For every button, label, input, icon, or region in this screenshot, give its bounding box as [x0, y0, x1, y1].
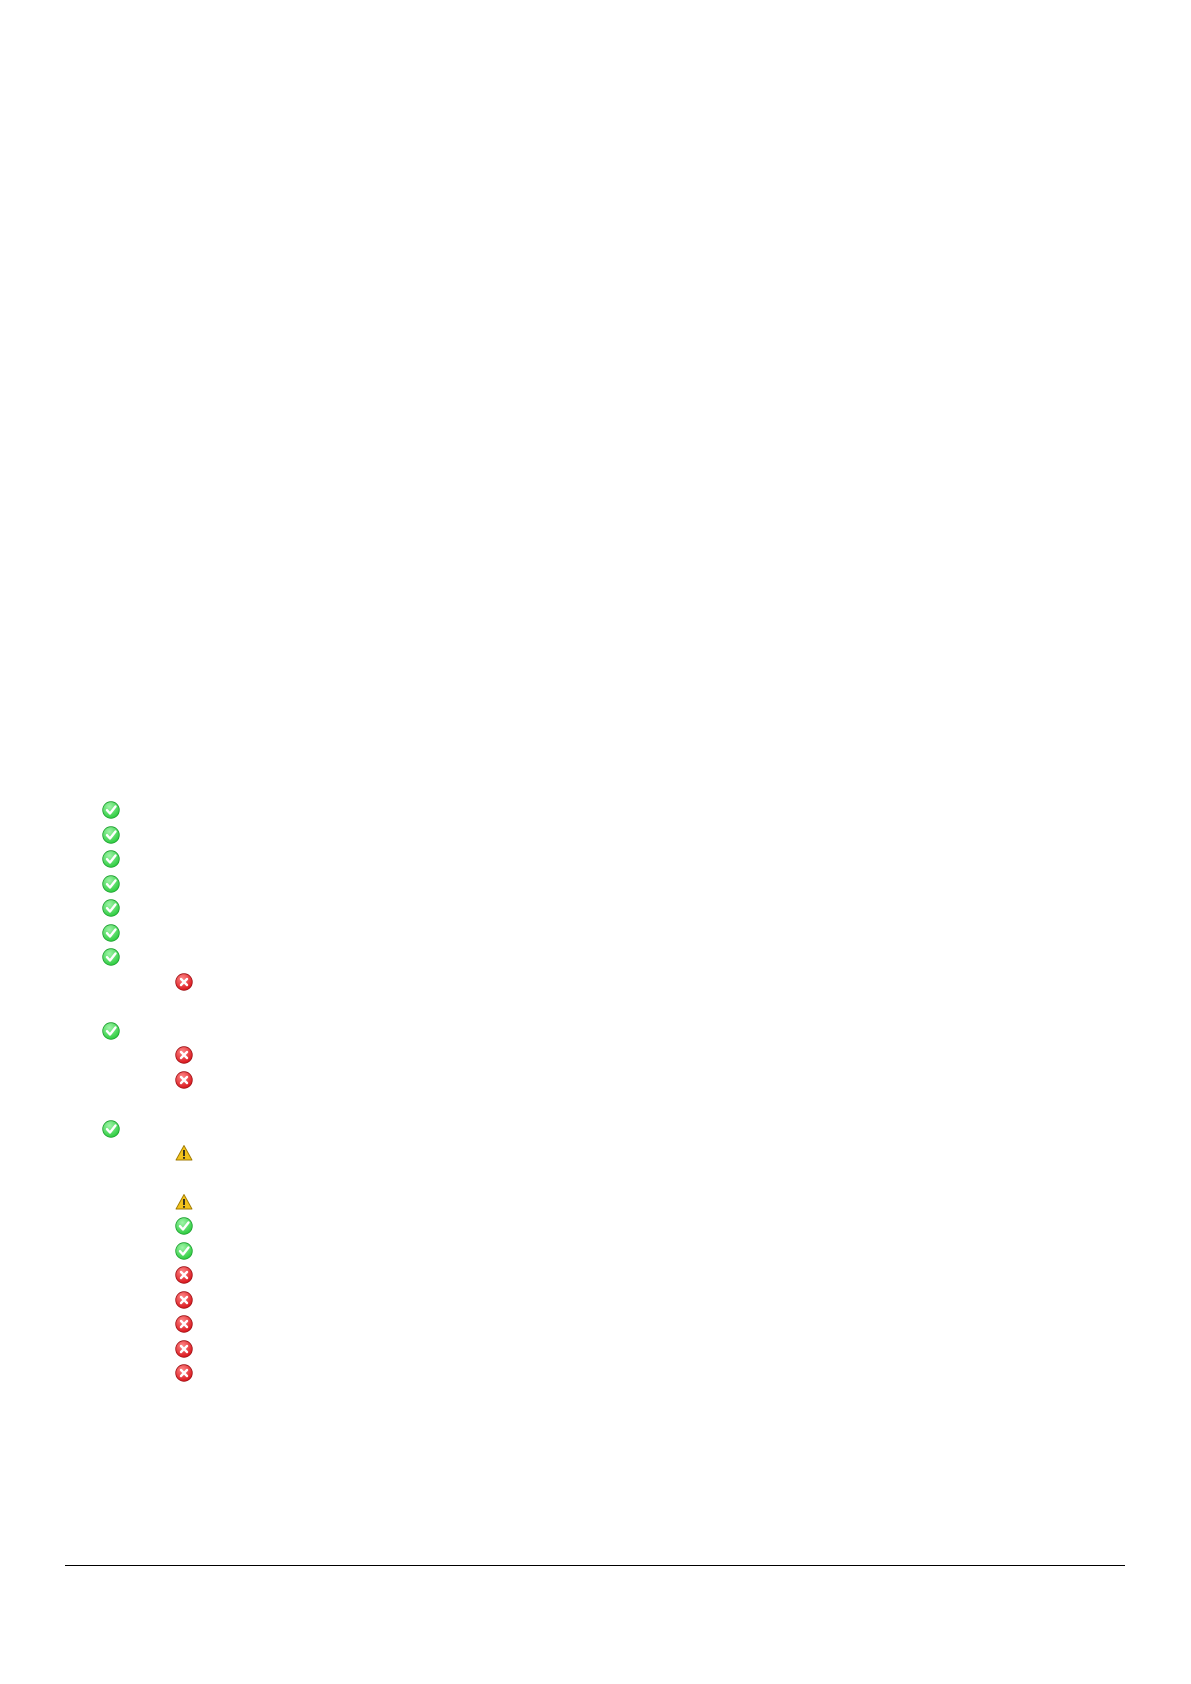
warning-triangle-icon [175, 1144, 193, 1162]
check-circle-icon [175, 1217, 193, 1235]
x-circle-icon [175, 1364, 193, 1382]
x-circle-icon [175, 1046, 193, 1064]
x-circle-icon [175, 1071, 193, 1089]
x-circle-icon [175, 1340, 193, 1358]
x-circle-icon [175, 973, 193, 991]
check-circle-icon [102, 875, 120, 893]
check-circle-icon [102, 1022, 120, 1040]
check-circle-icon [102, 801, 120, 819]
x-circle-icon [175, 1266, 193, 1284]
x-circle-icon [175, 1315, 193, 1333]
x-circle-icon [175, 1291, 193, 1309]
check-circle-icon [175, 1242, 193, 1260]
check-circle-icon [102, 1120, 120, 1138]
check-circle-icon [102, 826, 120, 844]
warning-triangle-icon [175, 1193, 193, 1211]
check-circle-icon [102, 924, 120, 942]
footer-divider [65, 1565, 1125, 1566]
check-circle-icon [102, 850, 120, 868]
check-circle-icon [102, 948, 120, 966]
check-circle-icon [102, 899, 120, 917]
